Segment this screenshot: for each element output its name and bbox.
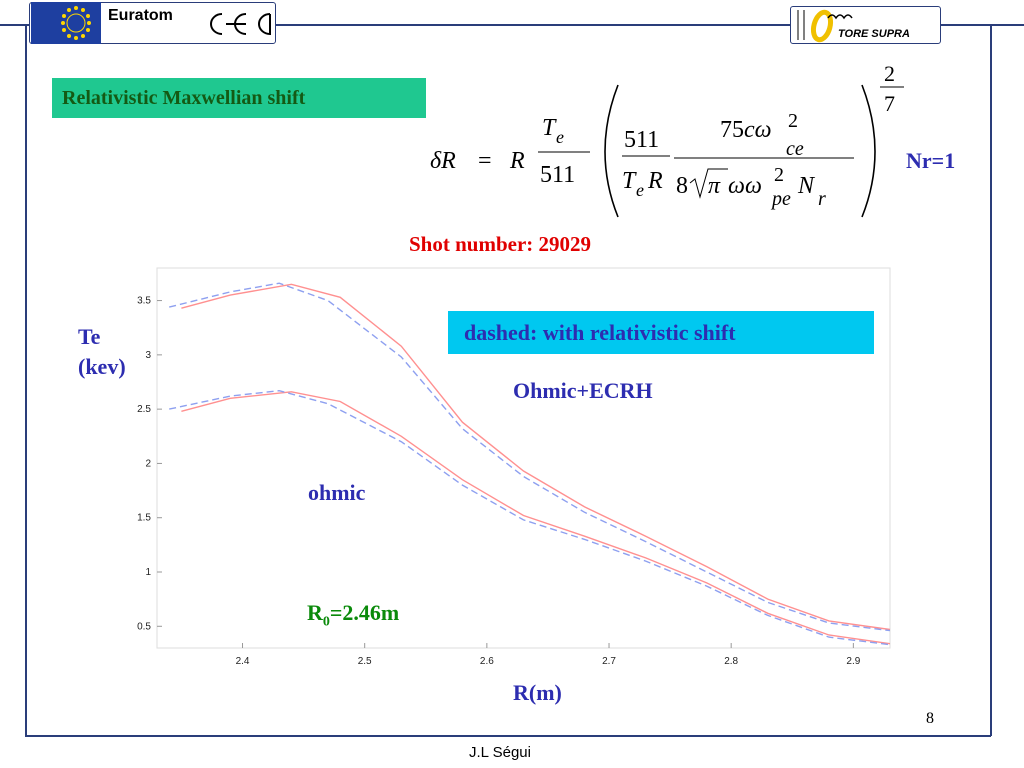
svg-text:ce: ce — [786, 138, 804, 160]
svg-text:8: 8 — [676, 173, 688, 199]
y-axis-label: Te (kev) — [78, 322, 126, 382]
x-tick-label: 2.7 — [602, 656, 616, 667]
frame-left — [25, 24, 27, 736]
svg-text:T: T — [542, 115, 557, 141]
x-axis-label: R(m) — [513, 680, 562, 705]
x-tick-label: 2.5 — [358, 656, 372, 667]
x-tick-label: 2.4 — [236, 656, 250, 667]
header-rule — [0, 24, 1024, 26]
y-tick-label: 2 — [145, 458, 151, 469]
legend-note: dashed: with relativistic shift — [448, 311, 874, 354]
annotation-r0: R0=2.46m — [307, 600, 399, 630]
nr-label: Nr=1 — [906, 148, 956, 173]
annotation-ohmic: ohmic — [308, 480, 366, 505]
svg-text:511: 511 — [540, 162, 575, 188]
svg-text:R: R — [647, 168, 663, 194]
x-tick-label: 2.8 — [724, 656, 738, 667]
dashed-series-line-1 — [169, 282, 891, 632]
y-tick-label: 3.5 — [137, 296, 151, 307]
formula: δR = R T e 511 511 T e R 75cω 2 ce 8 π ω… — [430, 55, 910, 225]
svg-text:e: e — [556, 127, 564, 147]
x-tick-label: 2.9 — [846, 656, 860, 667]
dashed-series-line-3 — [169, 389, 891, 646]
r0-sub: 0 — [322, 614, 330, 630]
svg-text:2: 2 — [884, 61, 895, 86]
svg-text:=: = — [478, 148, 492, 174]
page-number: 8 — [926, 710, 934, 727]
section-title: Relativistic Maxwellian shift — [52, 78, 426, 118]
svg-text:2: 2 — [774, 164, 784, 186]
annotation-ohmic-ecrh: Ohmic+ECRH — [513, 378, 653, 403]
svg-text:e: e — [636, 180, 644, 200]
svg-text:75cω: 75cω — [720, 117, 772, 143]
y-tick-label: 1 — [145, 567, 151, 578]
author-footer: J.L Ségui — [469, 744, 531, 761]
tore-supra-text: TORE SUPRA — [838, 28, 910, 40]
svg-text:N: N — [797, 173, 816, 199]
svg-text:511: 511 — [624, 127, 659, 153]
solid-series-line-0 — [181, 283, 891, 631]
cea-logo-icon — [200, 9, 272, 39]
svg-text:ωω: ωω — [728, 173, 762, 199]
frame-right — [990, 24, 992, 736]
y-axis-label-line1: Te — [78, 324, 101, 349]
svg-text:r: r — [818, 188, 826, 210]
x-tick-label: 2.6 — [480, 656, 494, 667]
euratom-text: Euratom — [108, 7, 173, 24]
eu-flag-icon — [31, 2, 101, 44]
r0-value: =2.46m — [329, 600, 400, 625]
tore-supra-logo-icon — [796, 4, 856, 44]
plot-area — [156, 267, 891, 649]
svg-text:π: π — [708, 173, 721, 199]
svg-text:δR: δR — [430, 148, 456, 174]
y-axis-label-line2: (kev) — [78, 354, 126, 379]
svg-text:7: 7 — [884, 91, 895, 116]
y-tick-label: 2.5 — [137, 404, 151, 415]
shot-number-label: Shot number: 29029 — [408, 232, 592, 256]
r0-prefix: R — [307, 600, 323, 625]
y-tick-label: 1.5 — [137, 513, 151, 524]
svg-text:pe: pe — [770, 188, 791, 210]
svg-text:R: R — [509, 148, 525, 174]
frame-bottom — [25, 735, 991, 737]
svg-text:T: T — [622, 168, 637, 194]
y-tick-label: 0.5 — [137, 621, 151, 632]
svg-text:2: 2 — [788, 110, 798, 132]
solid-series-line-2 — [181, 391, 891, 645]
y-tick-label: 3 — [145, 350, 151, 361]
